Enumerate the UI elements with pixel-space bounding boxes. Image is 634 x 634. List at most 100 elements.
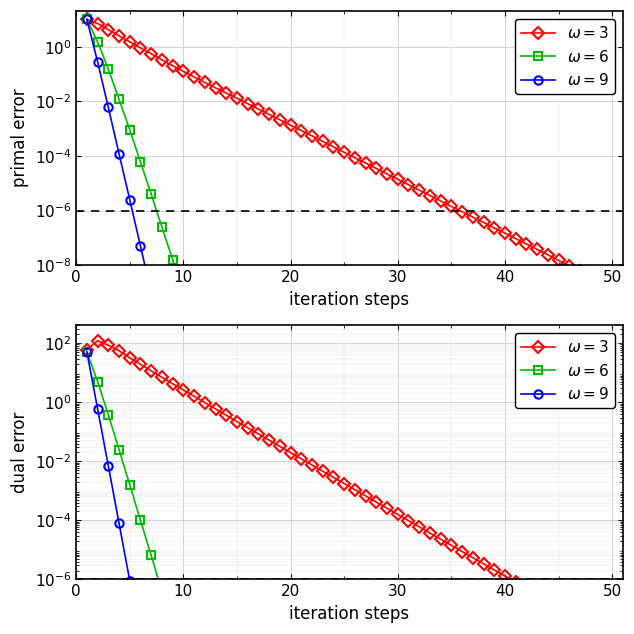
$\omega = $3 [83, 346, 91, 354]
$\omega = $3 [330, 474, 337, 481]
$\omega = $3 [404, 517, 412, 524]
$\omega = $3 [576, 268, 584, 275]
$\omega = $3 [147, 50, 155, 58]
$\omega = $9 [158, 335, 165, 343]
$\omega = $3 [319, 467, 327, 475]
Line: $\omega = $9: $\omega = $9 [82, 348, 188, 634]
Legend: $\omega = $3, $\omega = $6, $\omega = $9: $\omega = $3, $\omega = $6, $\omega = $9 [515, 333, 615, 408]
$\omega = $3 [426, 191, 434, 199]
Y-axis label: primal error: primal error [11, 89, 29, 188]
$\omega = $6 [126, 126, 134, 134]
$\omega = $9 [105, 103, 112, 111]
$\omega = $3 [319, 138, 327, 145]
$\omega = $3 [480, 560, 488, 567]
$\omega = $3 [587, 273, 595, 280]
$\omega = $3 [522, 240, 530, 248]
$\omega = $3 [83, 15, 91, 23]
$\omega = $3 [308, 132, 316, 139]
$\omega = $6 [115, 446, 123, 453]
$\omega = $3 [340, 148, 348, 156]
X-axis label: iteration steps: iteration steps [290, 290, 410, 309]
$\omega = $3 [201, 79, 209, 86]
$\omega = $3 [212, 405, 219, 413]
$\omega = $3 [404, 181, 412, 188]
$\omega = $9 [83, 15, 91, 23]
$\omega = $6 [137, 517, 145, 524]
$\omega = $3 [297, 455, 305, 463]
$\omega = $3 [383, 170, 391, 178]
$\omega = $3 [265, 111, 273, 119]
$\omega = $9 [147, 288, 155, 296]
Line: $\omega = $6: $\omega = $6 [82, 348, 220, 634]
$\omega = $3 [415, 186, 423, 194]
$\omega = $3 [362, 159, 370, 167]
$\omega = $3 [394, 176, 401, 183]
$\omega = $9 [83, 348, 91, 356]
$\omega = $9 [137, 242, 145, 250]
Line: $\omega = $3: $\omega = $3 [82, 15, 616, 291]
Line: $\omega = $3: $\omega = $3 [82, 337, 616, 634]
$\omega = $3 [394, 510, 401, 518]
$\omega = $3 [458, 208, 466, 216]
$\omega = $3 [458, 548, 466, 555]
$\omega = $3 [287, 449, 294, 456]
Line: $\omega = $6: $\omega = $6 [82, 15, 220, 395]
$\omega = $3 [126, 354, 134, 361]
$\omega = $3 [126, 38, 134, 46]
X-axis label: iteration steps: iteration steps [290, 605, 410, 623]
$\omega = $6 [147, 190, 155, 198]
$\omega = $3 [448, 202, 455, 210]
$\omega = $3 [169, 62, 176, 70]
$\omega = $3 [415, 523, 423, 531]
$\omega = $3 [426, 529, 434, 537]
$\omega = $3 [233, 94, 241, 102]
$\omega = $3 [94, 337, 101, 345]
$\omega = $3 [137, 361, 145, 368]
$\omega = $9 [169, 382, 176, 389]
$\omega = $3 [576, 616, 584, 623]
$\omega = $6 [94, 378, 101, 385]
$\omega = $3 [244, 100, 252, 108]
$\omega = $9 [179, 428, 187, 436]
$\omega = $3 [469, 213, 477, 221]
$\omega = $6 [105, 65, 112, 73]
$\omega = $6 [105, 411, 112, 418]
$\omega = $3 [223, 411, 230, 419]
$\omega = $6 [83, 348, 91, 356]
$\omega = $3 [340, 480, 348, 488]
$\omega = $3 [201, 399, 209, 406]
$\omega = $3 [244, 424, 252, 432]
$\omega = $3 [115, 32, 123, 39]
$\omega = $3 [105, 26, 112, 34]
Legend: $\omega = $3, $\omega = $6, $\omega = $9: $\omega = $3, $\omega = $6, $\omega = $9 [515, 19, 615, 94]
$\omega = $6 [190, 321, 198, 329]
$\omega = $9 [115, 519, 123, 527]
$\omega = $3 [598, 278, 605, 285]
$\omega = $6 [126, 481, 134, 489]
$\omega = $3 [480, 219, 488, 226]
$\omega = $3 [491, 224, 498, 232]
$\omega = $3 [373, 165, 380, 172]
$\omega = $9 [94, 405, 101, 413]
$\omega = $9 [126, 196, 134, 204]
$\omega = $3 [383, 505, 391, 512]
$\omega = $3 [555, 257, 562, 264]
$\omega = $3 [555, 603, 562, 611]
$\omega = $3 [448, 541, 455, 549]
$\omega = $3 [190, 73, 198, 81]
$\omega = $3 [308, 461, 316, 469]
$\omega = $6 [169, 256, 176, 264]
$\omega = $3 [512, 579, 519, 586]
$\omega = $3 [233, 418, 241, 425]
$\omega = $9 [126, 577, 134, 585]
$\omega = $6 [212, 387, 219, 395]
$\omega = $3 [330, 143, 337, 151]
$\omega = $3 [179, 386, 187, 394]
$\omega = $3 [566, 609, 573, 617]
$\omega = $3 [351, 486, 359, 493]
$\omega = $3 [512, 235, 519, 242]
$\omega = $3 [212, 84, 219, 92]
$\omega = $3 [265, 436, 273, 444]
$\omega = $3 [501, 230, 508, 237]
$\omega = $3 [94, 20, 101, 27]
